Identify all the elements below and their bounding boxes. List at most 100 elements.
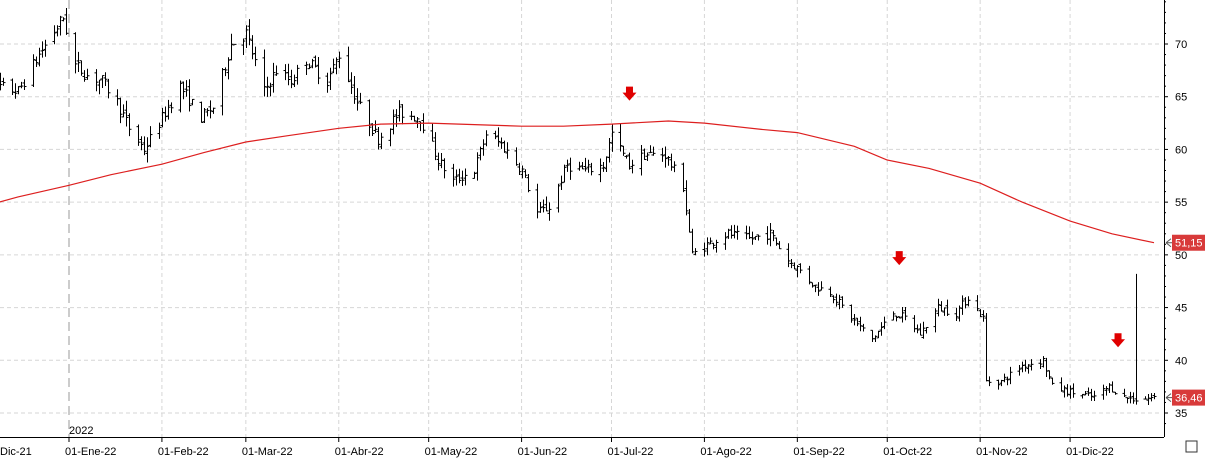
ohlc-bar <box>607 137 612 163</box>
ohlc-bar <box>139 136 144 151</box>
ohlc-bar <box>157 122 162 139</box>
ohlc-bar <box>789 259 794 269</box>
ohlc-bar <box>666 156 671 166</box>
ohlc-bar <box>457 168 462 184</box>
ohlc-bar <box>624 155 629 159</box>
ohlc-bar <box>1005 376 1010 386</box>
ohlc-bar <box>1071 383 1076 398</box>
ohlc-bar <box>672 161 677 173</box>
ohlc-bar <box>52 25 57 45</box>
ohlc-bar <box>852 314 857 326</box>
ohlc-bar <box>604 156 609 172</box>
ohlc-bar <box>735 225 740 240</box>
ohlc-bar <box>118 97 123 124</box>
ohlc-bar <box>813 284 818 293</box>
ohlc-bar <box>978 309 983 318</box>
ohlc-bar <box>1149 393 1154 402</box>
ohlc-bar <box>681 162 686 193</box>
ohlc-bar <box>876 330 881 339</box>
x-tick-label: 01-Feb-22 <box>158 446 209 458</box>
corner-box-icon <box>1185 440 1198 453</box>
ohlc-bar <box>966 296 971 307</box>
ohlc-bar <box>73 32 78 74</box>
ohlc-bar <box>100 75 105 89</box>
ohlc-bar <box>0 72 3 91</box>
ohlc-bar <box>837 294 842 310</box>
ohlc-bar <box>792 262 797 270</box>
ohlc-bar <box>1020 361 1025 373</box>
ohlc-bar <box>642 148 647 161</box>
ohlc-bar <box>1101 384 1106 400</box>
ohlc-bar <box>397 100 402 122</box>
ohlc-bar <box>816 282 821 296</box>
ohlc-bar <box>544 196 549 212</box>
ohlc-bar <box>1 77 6 86</box>
last-value-badge <box>1172 234 1205 251</box>
ohlc-bar <box>586 159 591 173</box>
ohlc-bar <box>1104 386 1109 396</box>
ohlc-bar <box>834 293 839 307</box>
ohlc-bar <box>163 106 168 122</box>
ohlc-bar <box>819 281 824 291</box>
ohlc-bar <box>729 225 734 239</box>
ohlc-bar <box>828 286 833 298</box>
ohlc-bar <box>894 315 899 322</box>
ohlc-bar <box>601 161 606 172</box>
ohlc-bar <box>247 19 252 46</box>
ohlc-bar <box>103 72 108 87</box>
ohlc-bar <box>331 58 336 74</box>
ohlc-bar <box>19 81 24 89</box>
ohlc-bar <box>912 315 917 333</box>
ohlc-bar <box>415 116 420 128</box>
ohlc-bar <box>283 64 288 81</box>
ohlc-bar <box>996 379 1001 390</box>
ohlc-bar <box>430 123 435 142</box>
ohlc-bar <box>753 235 758 241</box>
ohlc-bar <box>1146 394 1151 405</box>
ohlc-bar <box>562 164 567 183</box>
ohlc-bar <box>220 68 225 116</box>
ohlc-bar <box>148 126 153 148</box>
ohlc-bar <box>328 67 333 91</box>
x-tick-label: 01-Nov-22 <box>976 446 1027 458</box>
last-value-badge <box>1172 389 1205 406</box>
ohlc-bar <box>598 158 603 183</box>
ohlc-bar <box>580 162 585 170</box>
ohlc-bar <box>505 142 510 159</box>
ohlc-bar <box>55 25 60 37</box>
ohlc-bar <box>373 120 378 134</box>
ohlc-bar <box>358 92 363 105</box>
ohlc-bar <box>313 55 318 68</box>
ohlc-bar <box>520 165 525 179</box>
ohlc-bar <box>786 243 791 268</box>
ohlc-bar <box>37 47 42 67</box>
ohlc-bar <box>903 306 908 321</box>
ohlc-bar <box>849 304 854 323</box>
ohlc-bar <box>663 146 668 168</box>
ohlc-bar <box>669 153 674 171</box>
ohlc-bar <box>900 306 905 323</box>
ohlc-bar <box>918 323 923 336</box>
ohlc-bar <box>142 136 147 156</box>
ohlc-bar <box>639 144 644 176</box>
ohlc-bar <box>577 161 582 171</box>
ohlc-bar <box>939 301 944 312</box>
x-tick-label: 01-May-22 <box>425 446 478 458</box>
ohlc-bar <box>684 180 689 216</box>
ohlc-bar <box>310 58 315 69</box>
ohlc-bar <box>295 64 300 85</box>
ohlc-bar <box>645 152 650 161</box>
ohlc-bar <box>732 224 737 239</box>
x-tick-label: 01-Abr-22 <box>335 446 384 458</box>
moving-average <box>0 120 1155 244</box>
ohlc-bar <box>714 239 719 253</box>
ohlc-bar <box>211 107 216 114</box>
ohlc-bar <box>1023 359 1028 372</box>
ohlc-bar <box>915 324 920 334</box>
y-tick-label: 55 <box>1175 197 1187 209</box>
ohlc-bar <box>379 132 384 149</box>
ohlc-bar <box>630 159 635 174</box>
ohlc-bar <box>798 263 803 274</box>
ohlc-bar <box>750 231 755 245</box>
